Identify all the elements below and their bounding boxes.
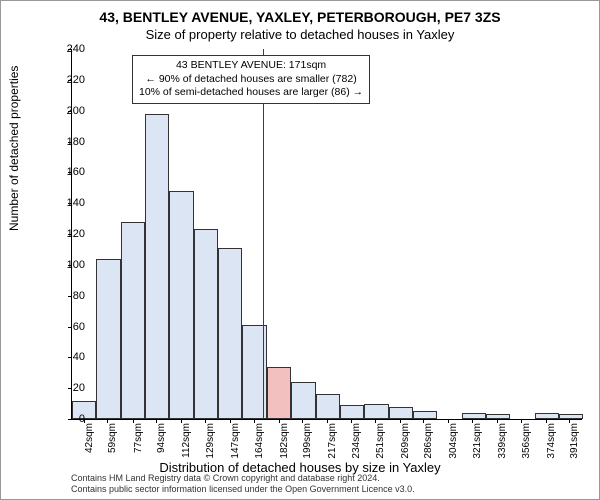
footer-line-2: Contains public sector information licen… (71, 484, 415, 495)
x-tick-label: 112sqm (181, 423, 192, 458)
x-tick-label: 42sqm (84, 423, 95, 453)
histogram-bar (169, 191, 193, 419)
annotation-line-2: ← 90% of detached houses are smaller (78… (139, 73, 363, 87)
histogram-bar (340, 405, 364, 419)
annotation-line-3: 10% of semi-detached houses are larger (… (139, 86, 363, 100)
histogram-bar (559, 414, 583, 419)
x-tick-label: 94sqm (156, 423, 167, 453)
x-tick-label: 199sqm (302, 423, 313, 459)
x-tick-label: 217sqm (327, 423, 338, 459)
histogram-bar (389, 407, 413, 419)
x-tick-label: 391sqm (569, 423, 580, 459)
histogram-bar (145, 114, 169, 419)
histogram-bar (462, 413, 486, 419)
x-tick-label: 77sqm (133, 423, 144, 453)
y-tick-label: 80 (45, 290, 85, 302)
annotation-line-1: 43 BENTLEY AVENUE: 171sqm (139, 59, 363, 73)
x-tick-label: 234sqm (351, 423, 362, 459)
y-tick-label: 220 (45, 74, 85, 86)
x-tick-label: 59sqm (107, 423, 118, 453)
histogram-bar (121, 222, 145, 419)
x-tick-label: 356sqm (521, 423, 532, 459)
y-tick-label: 40 (45, 351, 85, 363)
histogram-bar (486, 414, 510, 419)
y-tick-label: 0 (45, 413, 85, 425)
histogram-bar (364, 404, 388, 419)
x-tick-label: 269sqm (400, 423, 411, 459)
y-tick-label: 120 (45, 228, 85, 240)
x-tick-label: 251sqm (375, 423, 386, 459)
y-tick-label: 180 (45, 136, 85, 148)
histogram-bar (96, 259, 120, 419)
y-tick-label: 60 (45, 321, 85, 333)
histogram-bar (291, 382, 315, 419)
x-tick-label: 374sqm (546, 423, 557, 459)
footer-attribution: Contains HM Land Registry data © Crown c… (71, 473, 415, 495)
histogram-bar (267, 367, 291, 419)
histogram-bar (218, 248, 242, 419)
y-tick-label: 20 (45, 382, 85, 394)
x-tick-label: 286sqm (423, 423, 434, 459)
histogram-bar (194, 229, 218, 419)
x-tick-label: 147sqm (230, 423, 241, 459)
y-tick-label: 100 (45, 259, 85, 271)
histogram-bar (413, 411, 437, 419)
annotation-box: 43 BENTLEY AVENUE: 171sqm← 90% of detach… (132, 55, 370, 104)
histogram-bar (316, 394, 340, 419)
histogram-bar (535, 413, 559, 419)
x-tick-label: 339sqm (497, 423, 508, 459)
y-tick-label: 240 (45, 43, 85, 55)
x-tick-label: 129sqm (205, 423, 216, 459)
x-tick-label: 321sqm (472, 423, 483, 459)
y-tick-label: 160 (45, 166, 85, 178)
x-tick-label: 182sqm (279, 423, 290, 459)
y-tick-label: 140 (45, 197, 85, 209)
chart-title: 43, BENTLEY AVENUE, YAXLEY, PETERBOROUGH… (1, 9, 599, 25)
chart-subtitle: Size of property relative to detached ho… (1, 27, 599, 42)
plot-area: 42sqm59sqm77sqm94sqm112sqm129sqm147sqm16… (71, 49, 582, 420)
chart-area: 42sqm59sqm77sqm94sqm112sqm129sqm147sqm16… (71, 49, 581, 419)
x-tick-label: 304sqm (448, 423, 459, 459)
y-tick-label: 200 (45, 105, 85, 117)
x-tick-label: 164sqm (254, 423, 265, 459)
y-axis-label: Number of detached properties (7, 66, 21, 231)
reference-line (263, 49, 264, 419)
footer-line-1: Contains HM Land Registry data © Crown c… (71, 473, 415, 484)
